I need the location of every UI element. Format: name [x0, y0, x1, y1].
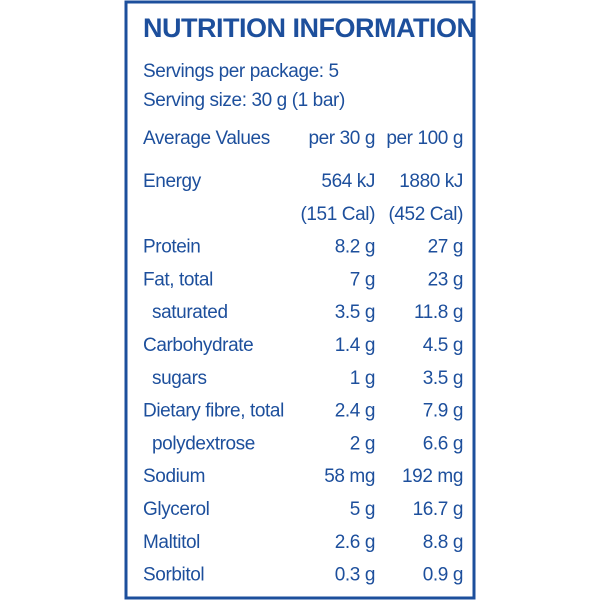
nutrient-label: Glycerol	[143, 499, 209, 520]
per-100g-value: 3.5 g	[423, 368, 463, 389]
title: NUTRITION INFORMATION	[143, 13, 475, 43]
per-100g-value: 4.5 g	[423, 335, 463, 356]
panel-border	[124, 0, 476, 600]
per-serving-value: (151 Cal)	[300, 204, 375, 225]
column-header: per 30 g	[308, 128, 375, 149]
nutrient-label: Dietary fibre, total	[143, 401, 284, 422]
per-100g-value: 11.8 g	[414, 302, 463, 323]
per-100g-value: 192 mg	[402, 466, 463, 487]
per-100g-value: 1880 kJ	[399, 171, 463, 192]
nutrient-label: Protein	[143, 237, 200, 258]
per-serving-value: 1 g	[350, 368, 375, 389]
per-100g-value: 0.9 g	[423, 565, 463, 586]
per-100g-value: 6.6 g	[423, 433, 463, 454]
nutrient-label: saturated	[152, 302, 228, 323]
column-header: Average Values	[143, 128, 270, 149]
per-100g-value: 16.7 g	[413, 499, 463, 520]
column-header: per 100 g	[386, 128, 463, 149]
per-100g-value: 7.9 g	[423, 401, 463, 422]
per-serving-value: 7 g	[350, 269, 375, 290]
per-serving-value: 2.4 g	[335, 401, 375, 422]
per-serving-value: 2.6 g	[335, 532, 375, 553]
serving-size: Serving size: 30 g (1 bar)	[143, 90, 345, 111]
nutrient-label: Maltitol	[143, 532, 200, 553]
nutrient-label: Sodium	[143, 466, 205, 487]
nutrient-label: Carbohydrate	[143, 335, 253, 356]
nutrient-label: Fat, total	[143, 269, 213, 290]
per-serving-value: 5 g	[350, 499, 375, 520]
per-serving-value: 2 g	[350, 433, 375, 454]
per-serving-value: 58 mg	[324, 466, 375, 487]
per-serving-value: 8.2 g	[335, 237, 375, 258]
per-100g-value: 23 g	[428, 269, 463, 290]
per-100g-value: 8.8 g	[423, 532, 463, 553]
nutrient-label: sugars	[152, 368, 207, 389]
per-serving-value: 1.4 g	[335, 335, 375, 356]
per-100g-value: (452 Cal)	[388, 204, 463, 225]
nutrient-label: polydextrose	[152, 433, 255, 454]
per-serving-value: 3.5 g	[335, 302, 375, 323]
per-100g-value: 27 g	[428, 237, 463, 258]
per-serving-value: 564 kJ	[321, 171, 375, 192]
nutrient-label: Sorbitol	[143, 565, 204, 586]
servings: Servings per package: 5	[143, 61, 339, 82]
per-serving-value: 0.3 g	[335, 565, 375, 586]
nutrient-label: Energy	[143, 171, 202, 192]
